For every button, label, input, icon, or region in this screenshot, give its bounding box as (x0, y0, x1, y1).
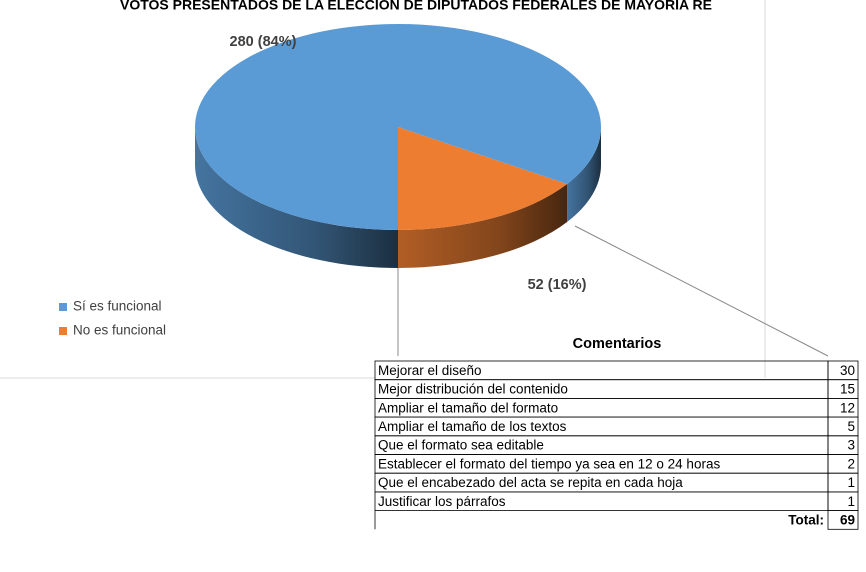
data-label: 52 (16%) (528, 277, 587, 293)
table-text: Justificar los párrafos (378, 494, 506, 509)
table-number: 30 (840, 363, 855, 378)
legend-label: Sí es funcional (73, 299, 162, 314)
table-number: 1 (847, 494, 855, 509)
table-title: Comentarios (573, 336, 662, 352)
table-cell (827, 510, 859, 530)
pie-side (398, 184, 568, 268)
legend-swatch (59, 303, 67, 311)
table-text: Que el encabezado del acta se repita en … (378, 475, 683, 490)
table-number: 15 (840, 382, 855, 397)
table-text: Que el formato sea editable (378, 438, 544, 453)
leader-line (574, 225, 829, 357)
total-label: Total: (788, 513, 824, 528)
total-value: 69 (840, 513, 855, 528)
pie-side (195, 127, 398, 268)
data-label: 280 (84%) (230, 34, 297, 50)
table-text: Ampliar el tamaño del formato (378, 400, 558, 415)
pie-slice (398, 127, 568, 230)
table-text: Establecer el formato del tiempo ya sea … (378, 456, 720, 471)
chart-title: VOTOS PRESENTADOS DE LA ELECCIÓN DE DIPU… (120, 0, 712, 13)
table-number: 1 (847, 475, 855, 490)
table-number: 3 (847, 438, 855, 453)
table-number: 12 (840, 400, 855, 415)
legend-swatch (59, 327, 67, 335)
legend-label: No es funcional (73, 323, 166, 338)
table-number: 5 (847, 419, 855, 434)
table-text: Ampliar el tamaño de los textos (378, 419, 567, 434)
table-text: Mejorar el diseño (378, 363, 482, 378)
pie-side (567, 127, 601, 223)
table-number: 2 (847, 456, 855, 471)
table-text: Mejor distribución del contenido (378, 382, 568, 397)
